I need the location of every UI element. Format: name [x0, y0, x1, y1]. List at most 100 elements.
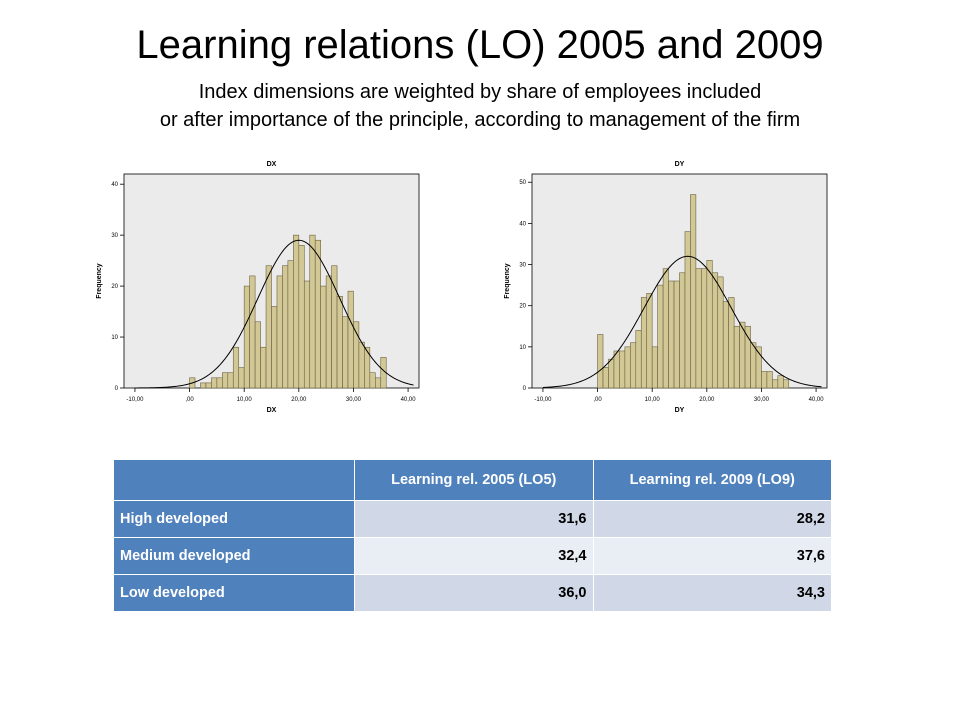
x-tick-label: ,00	[185, 397, 194, 403]
histogram-bar	[777, 375, 784, 389]
histogram-bar	[243, 285, 250, 389]
x-axis-label: DY	[675, 407, 685, 414]
histogram-bar	[750, 342, 757, 389]
histogram-bar	[619, 350, 626, 389]
histogram-bar	[358, 341, 365, 389]
histogram-bar	[200, 382, 207, 389]
histogram-bar	[739, 321, 746, 389]
histogram-dx: -10,00 ,00 10,00 20,00 30,00 40,00 0 10 20 30 40 DX…	[84, 154, 432, 416]
histogram-bar	[314, 239, 321, 389]
slide-subtitle-line-1: Index dimensions are weighted by share o…	[198, 81, 762, 103]
x-axis-label: DX	[267, 407, 277, 414]
histogram-bar	[695, 268, 702, 389]
histogram-bar	[331, 265, 338, 389]
histogram-bar	[369, 372, 376, 389]
y-tick-label: 30	[111, 233, 118, 239]
histogram-bar	[336, 295, 343, 389]
row-label-medium: Medium developed	[113, 537, 355, 575]
y-tick-label: 40	[519, 221, 526, 227]
table-header-corner	[113, 459, 355, 501]
histogram-bar	[602, 367, 609, 389]
y-tick-label: 30	[519, 263, 526, 269]
table-header-row: Learning rel. 2005 (LO5) Learning rel. 2…	[113, 459, 832, 501]
x-tick-label: 20,00	[291, 397, 307, 403]
histogram-bar	[673, 280, 680, 389]
histogram-bar	[205, 382, 212, 389]
y-tick-label: 40	[111, 182, 118, 188]
histogram-bar	[309, 234, 316, 389]
histogram-bar	[711, 272, 719, 389]
chart-title: DX	[267, 161, 277, 168]
histogram-bar	[374, 377, 382, 389]
x-tick-label: 20,00	[699, 397, 715, 403]
histogram-bar	[342, 316, 349, 389]
histogram-bar	[276, 275, 283, 389]
cell-medium-lo9: 37,6	[592, 537, 832, 575]
histogram-bar	[706, 260, 713, 389]
histogram-bar	[249, 275, 256, 389]
histogram-bar	[265, 265, 272, 389]
histogram-bar	[303, 280, 311, 389]
row-label-low: Low developed	[113, 574, 355, 612]
histogram-dy: -10,00 ,00 10,00 20,00 30,00 40,00 0 10 20 30 40 50…	[492, 154, 840, 416]
x-tick-label: 40,00	[809, 397, 825, 403]
x-tick-label: 40,00	[401, 397, 417, 403]
histogram-bar	[662, 268, 669, 389]
histogram-bar	[254, 321, 261, 389]
slide-title: Learning relations (LO) 2005 and 2009	[136, 23, 824, 67]
histogram-bar	[222, 372, 229, 389]
normal-curve	[134, 239, 414, 389]
histogram-bar	[761, 371, 768, 389]
histogram-bar	[613, 350, 620, 389]
histogram-bar	[646, 293, 653, 389]
x-tick-label: -10,00	[126, 397, 144, 403]
table-header-lo9: Learning rel. 2009 (LO9)	[592, 459, 832, 501]
x-tick-label: -10,00	[534, 397, 552, 403]
histogram-bar	[782, 379, 790, 389]
x-tick-label: 10,00	[645, 397, 661, 403]
histogram-bar	[608, 358, 615, 389]
learning-relations-table: Learning rel. 2005 (LO5) Learning rel. 2…	[113, 459, 832, 612]
cell-high-lo5: 31,6	[354, 500, 594, 538]
histogram-bar	[679, 272, 686, 389]
histogram-bar	[232, 346, 240, 389]
y-tick-label: 20	[519, 304, 526, 310]
histogram-bar	[722, 301, 729, 389]
histogram-bar	[271, 306, 278, 389]
histogram-bar	[717, 276, 724, 389]
table-header-lo5: Learning rel. 2005 (LO5)	[354, 459, 594, 501]
histogram-svg: -10,00 ,00 10,00 20,00 30,00 40,00 0 10 20 30 40 DX…	[96, 161, 420, 414]
histogram-bar	[755, 346, 762, 389]
x-tick-label: 30,00	[754, 397, 770, 403]
cell-low-lo9: 34,3	[592, 574, 832, 612]
slide-subtitle-line-2: or after importance of the principle, ac…	[159, 109, 801, 131]
y-tick-label: 10	[111, 335, 118, 341]
x-tick-label: ,00	[593, 397, 602, 403]
cell-medium-lo5: 32,4	[354, 537, 594, 575]
histogram-bar	[624, 346, 631, 389]
y-axis-label: Frequency	[96, 263, 103, 299]
histogram-bar	[216, 377, 223, 389]
normal-curve	[542, 255, 822, 388]
histogram-bar	[635, 330, 642, 389]
histogram-bar	[630, 342, 637, 389]
histogram-bar	[684, 231, 691, 389]
histogram-bar	[657, 284, 664, 389]
histogram-bar	[293, 234, 300, 389]
histogram-bar	[211, 377, 218, 389]
x-tick-label: 30,00	[346, 397, 362, 403]
histogram-bar	[733, 325, 740, 389]
histogram-bar	[227, 372, 234, 389]
cell-high-lo9: 28,2	[592, 500, 832, 538]
histogram-bar	[298, 245, 305, 389]
y-tick-label: 50	[519, 180, 526, 186]
y-tick-label: 0	[115, 386, 119, 392]
histogram-bar	[744, 325, 751, 389]
histogram-bar	[701, 268, 708, 389]
histogram-bar	[325, 275, 332, 389]
histogram-bar	[651, 346, 658, 389]
histogram-bar	[690, 194, 697, 389]
histogram-bar	[597, 334, 604, 389]
x-tick-label: 10,00	[237, 397, 253, 403]
y-tick-label: 10	[519, 345, 526, 351]
